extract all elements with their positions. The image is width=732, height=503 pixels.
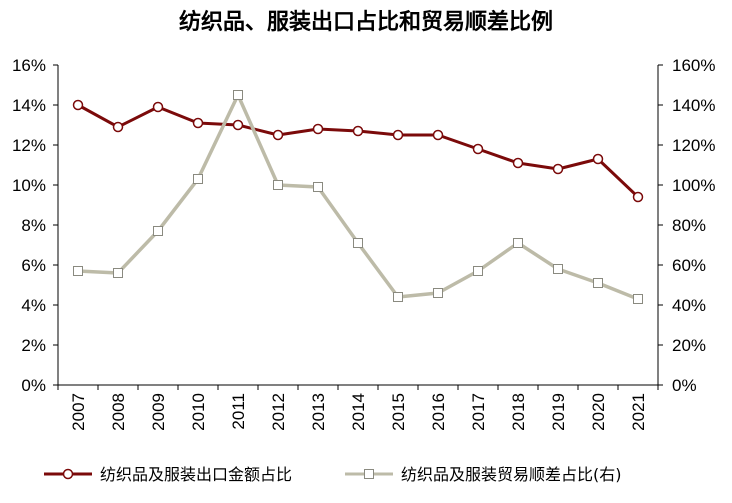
x-tick-label: 2015	[389, 393, 408, 431]
export-share-point	[472, 143, 484, 155]
legend-swatch-marker	[364, 469, 374, 479]
export-share-point	[512, 157, 524, 169]
x-tick-label: 2021	[629, 393, 648, 431]
x-tick-label: 2014	[349, 393, 368, 431]
right-tick-label: 0%	[672, 376, 697, 395]
export-share-point	[392, 129, 404, 141]
x-tick-label: 2016	[429, 393, 448, 431]
trade-surplus-point	[393, 292, 403, 302]
export-share-line	[77, 103, 640, 199]
legend-swatch-marker	[62, 468, 74, 480]
x-tick-label: 2012	[269, 393, 288, 431]
trade-surplus-point	[233, 90, 243, 100]
export-share-point	[632, 191, 644, 203]
export-share-point	[112, 121, 124, 133]
right-tick-label: 80%	[672, 216, 706, 235]
export-share-point	[592, 153, 604, 165]
left-tick-label: 2%	[21, 336, 46, 355]
trade-surplus-point	[193, 174, 203, 184]
x-tick-label: 2019	[549, 393, 568, 431]
x-tick-label: 2010	[189, 393, 208, 431]
export-share-point	[352, 125, 364, 137]
right-tick-label: 20%	[672, 336, 706, 355]
left-tick-label: 10%	[12, 176, 46, 195]
trade-surplus-point	[513, 238, 523, 248]
export-share-point	[552, 163, 564, 175]
left-tick-label: 4%	[21, 296, 46, 315]
chart-title: 纺织品、服装出口占比和贸易顺差比例	[178, 10, 553, 35]
trade-surplus-point	[593, 278, 603, 288]
trade-surplus-point	[433, 288, 443, 298]
right-tick-label: 120%	[672, 136, 715, 155]
export-share-point	[312, 123, 324, 135]
export-share-point	[72, 99, 84, 111]
left-tick-label: 6%	[21, 256, 46, 275]
x-tick-label: 2009	[149, 393, 168, 431]
left-tick-label: 14%	[12, 96, 46, 115]
trade-surplus-point	[353, 238, 363, 248]
x-tick-label: 2008	[109, 393, 128, 431]
x-tick-label: 2018	[509, 393, 528, 431]
trade-surplus-point	[113, 268, 123, 278]
trade-surplus-point	[633, 294, 643, 304]
trade-surplus-point	[313, 182, 323, 192]
trade-surplus-point	[273, 180, 283, 190]
export-share-point	[152, 101, 164, 113]
right-tick-label: 140%	[672, 96, 715, 115]
x-tick-label: 2017	[469, 393, 488, 431]
x-tick-label: 2013	[309, 393, 328, 431]
legend-label: 纺织品及服装出口金额占比	[100, 465, 292, 484]
right-tick-label: 40%	[672, 296, 706, 315]
right-tick-label: 160%	[672, 56, 715, 75]
trade-surplus-point	[553, 264, 563, 274]
legend-label: 纺织品及服装贸易顺差占比(右)	[401, 465, 622, 484]
right-tick-label: 100%	[672, 176, 715, 195]
trade-surplus-point	[73, 266, 83, 276]
trade-surplus-point	[153, 226, 163, 236]
export-share-point	[192, 117, 204, 129]
left-tick-label: 8%	[21, 216, 46, 235]
export-share-point	[432, 129, 444, 141]
trade-surplus-point	[473, 266, 483, 276]
x-tick-label: 2020	[589, 393, 608, 431]
left-tick-label: 16%	[12, 56, 46, 75]
export-share-point	[232, 119, 244, 131]
left-tick-label: 12%	[12, 136, 46, 155]
left-tick-label: 0%	[21, 376, 46, 395]
x-tick-label: 2011	[229, 393, 248, 430]
export-share-point	[272, 129, 284, 141]
x-tick-label: 2007	[69, 393, 88, 431]
right-tick-label: 60%	[672, 256, 706, 275]
